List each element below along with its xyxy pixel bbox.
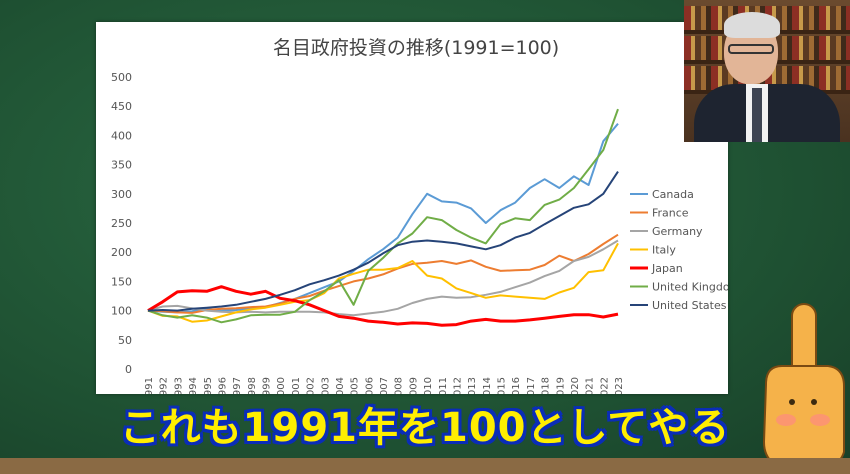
series-line-united-states [147,171,619,312]
x-tick-label: 2002 [306,377,317,394]
x-tick-label: 1998 [247,377,258,394]
legend-label: Japan [651,262,683,275]
presenter-video [684,0,850,142]
glasses [728,44,774,54]
legend-label: United Kingdom [652,281,728,294]
x-tick-label: 2023 [614,377,625,394]
legend-label: United States [652,299,727,312]
series-line-united-kingdom [147,108,619,324]
x-tick-label: 1997 [232,377,243,394]
x-tick-label: 2016 [511,377,522,394]
series-line-japan [147,285,619,327]
x-tick-label: 2004 [335,377,346,394]
legend-label: Italy [652,244,676,257]
chart-title: 名目政府投資の推移(1991=100) [273,37,559,59]
line-chart: 名目政府投資の推移(1991=100) 0 50 100 150 200 250 300 35… [111,37,728,394]
legend-label: Canada [652,188,694,201]
desk-edge [0,458,850,474]
x-tick-label: 1999 [262,377,273,394]
x-tick-label: 2000 [276,377,287,394]
y-tick-label: 500 [111,71,132,84]
x-tick-label: 2007 [379,377,390,394]
series-line-canada [147,123,619,314]
y-tick-label: 450 [111,100,132,113]
x-tick-label: 2013 [467,377,478,394]
x-tick-label: 2018 [541,377,552,394]
x-tick-label: 1992 [159,377,170,394]
y-tick-label: 350 [111,159,132,172]
y-tick-label: 100 [111,305,132,318]
x-tick-label: 2012 [452,377,463,394]
x-tick-label: 2008 [394,377,405,394]
y-tick-label: 300 [111,188,132,201]
y-tick-label: 50 [118,334,132,347]
x-tick-label: 2015 [497,377,508,394]
x-tick-label: 1995 [203,377,214,394]
x-tick-label: 1994 [188,377,199,394]
subtitle-caption: これも1991年を100としてやる [119,405,731,451]
series-line-germany [147,239,619,317]
x-tick-label: 2005 [350,377,361,394]
chart-slide: 名目政府投資の推移(1991=100) 0 50 100 150 200 250 300 35… [96,22,728,394]
x-tick-label: 1996 [217,377,228,394]
x-tick-label: 2009 [408,377,419,394]
x-tick-label: 2001 [291,377,302,394]
series-line-italy [147,242,619,323]
series-line-france [147,233,619,314]
pointing-hand-icon [762,303,845,474]
y-tick-label: 400 [111,129,132,142]
y-tick-label: 250 [111,217,132,230]
x-tick-label: 2019 [555,377,566,394]
x-tick-label: 2017 [526,377,537,394]
y-tick-label: 200 [111,246,132,259]
y-tick-label: 150 [111,275,132,288]
x-tick-label: 2003 [320,377,331,394]
x-tick-label: 1991 [144,377,155,394]
x-tick-label: 2010 [423,377,434,394]
x-tick-label: 2011 [438,377,449,394]
x-tick-label: 2020 [570,377,581,394]
y-tick-label: 0 [125,363,132,376]
legend-label: Germany [652,225,703,238]
x-tick-label: 2022 [599,377,610,394]
legend-label: France [652,207,689,220]
x-tick-label: 2014 [482,377,493,394]
x-tick-label: 1993 [173,377,184,394]
x-tick-label: 2021 [585,377,596,394]
x-tick-label: 2006 [364,377,375,394]
